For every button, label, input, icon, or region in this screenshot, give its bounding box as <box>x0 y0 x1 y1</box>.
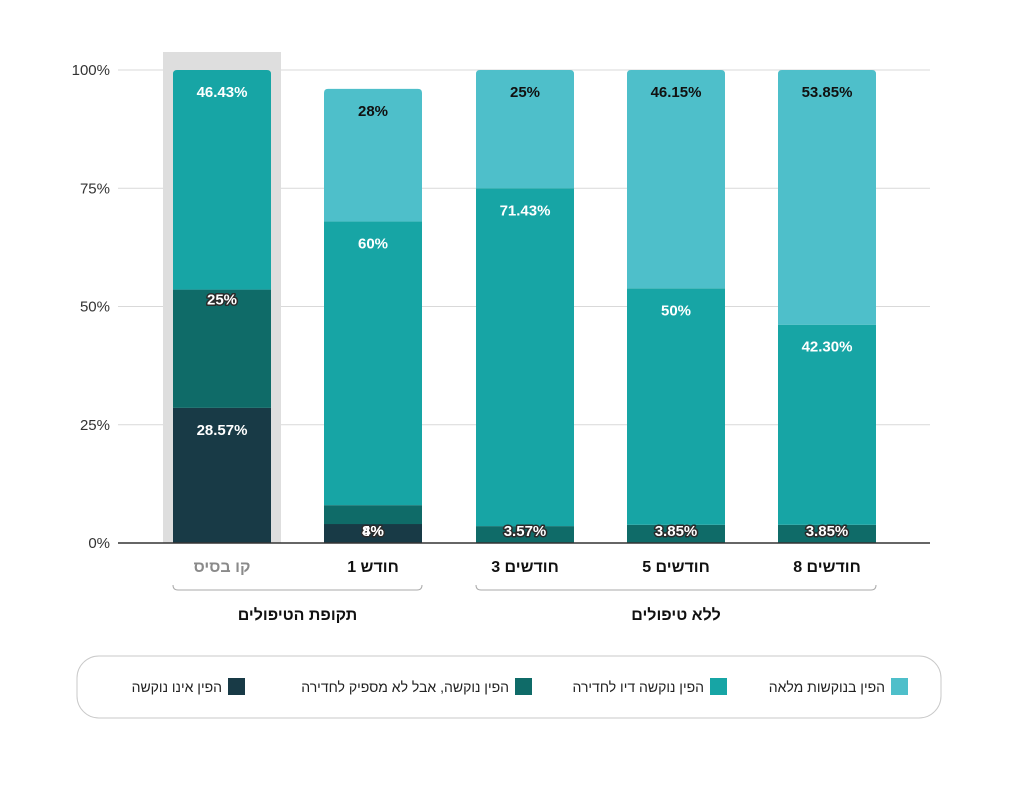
category-label: 3 חודשים <box>491 559 559 576</box>
y-tick-label: 25% <box>80 417 110 434</box>
bar-segment <box>778 524 876 543</box>
bar-segment <box>476 526 574 543</box>
category-label: חודש 1 <box>347 559 399 576</box>
category-label: 5 חודשים <box>642 559 710 576</box>
data-labels: 28.57% 25% 46.43% 8% 60% 28% 3.57% 71.43% 25% 3.8… <box>197 84 853 542</box>
data-label: 3.57% <box>504 523 547 540</box>
bar-segment <box>476 188 574 527</box>
bar-segment <box>324 88 422 222</box>
data-label: 3.85% <box>806 523 849 540</box>
legend-swatch <box>228 678 245 695</box>
bar-segment <box>173 407 271 543</box>
group-bracket <box>172 584 423 591</box>
y-tick-label: 0% <box>88 535 110 552</box>
bar-segment <box>627 524 725 543</box>
data-label: 60% <box>358 235 388 252</box>
data-label: 25% <box>510 84 540 101</box>
y-tick-label: 100% <box>72 62 110 79</box>
group-label: ללא טיפולים <box>631 606 720 624</box>
legend-label: הפין בנוקשות מלאה <box>769 679 885 695</box>
bar-segment <box>324 524 422 543</box>
data-label: 42.30% <box>802 339 853 356</box>
legend-label: הפין אינו נוקשה <box>132 679 222 695</box>
bar-segment <box>173 289 271 408</box>
bars <box>173 70 876 543</box>
bar-segment <box>476 70 574 189</box>
data-label: 25% <box>207 292 237 309</box>
group-bracket <box>475 584 877 591</box>
data-label: 46.15% <box>651 84 702 101</box>
legend-swatch <box>515 678 532 695</box>
legend-swatch <box>891 678 908 695</box>
legend-box <box>76 655 942 719</box>
legend-label: הפין נוקשה, אבל לא מספיק לחדירה <box>301 679 509 695</box>
legend-label: הפין נוקשה דיו לחדירה <box>572 679 704 695</box>
category-label: קו בסיס <box>194 559 251 576</box>
y-tick-label: 50% <box>80 299 110 316</box>
category-label: 8 חודשים <box>793 559 861 576</box>
y-tick-label: 75% <box>80 180 110 197</box>
data-label: 28.57% <box>197 422 248 439</box>
legend-swatch <box>710 678 727 695</box>
bar-segment <box>778 70 876 325</box>
data-label: 28% <box>358 103 388 120</box>
data-label: 8% <box>362 523 384 540</box>
data-label: 4% <box>362 523 384 540</box>
data-label: 50% <box>661 302 691 319</box>
data-label: 71.43% <box>500 202 551 219</box>
axes: 0% 25% 50% 75% 100% קו בסיס חודש 1 3 חודשים 5 חו… <box>72 62 930 624</box>
bar-segment <box>324 221 422 506</box>
group-label: תקופת הטיפולים <box>238 606 358 624</box>
bar-segment <box>627 288 725 525</box>
data-label: 3.85% <box>655 523 698 540</box>
legend: הפין בנוקשות מלאה הפין נוקשה דיו לחדירה הפ… <box>76 655 942 719</box>
data-label: 53.85% <box>802 84 853 101</box>
bar-segment <box>627 70 725 289</box>
bar-segment <box>173 70 271 290</box>
data-label: 46.43% <box>197 84 248 101</box>
bar-segment <box>778 324 876 525</box>
